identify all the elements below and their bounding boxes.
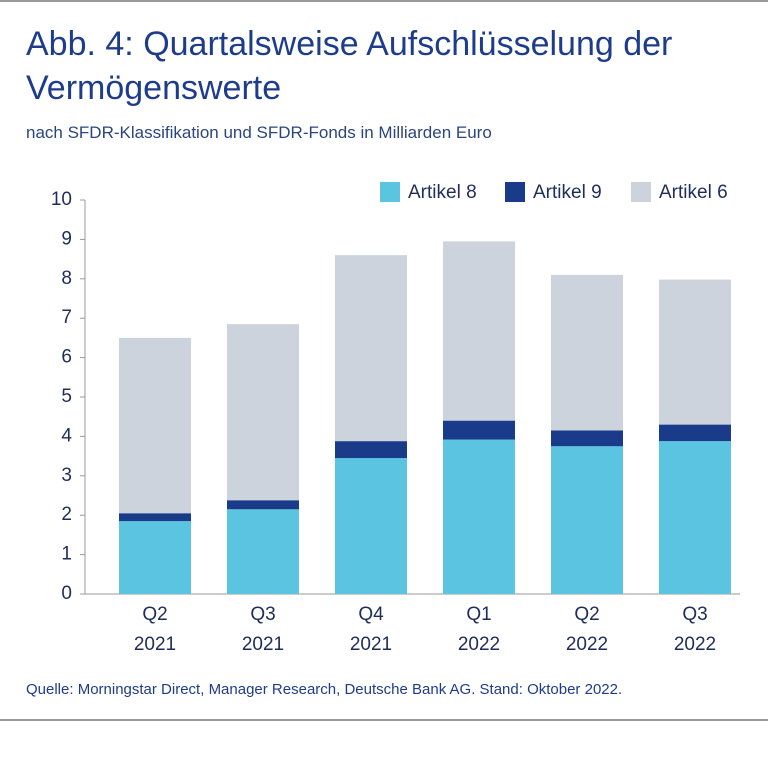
y-tick-label: 4 (61, 425, 72, 446)
x-tick-label: Q4 2021 (349, 604, 393, 655)
y-tick-label: 7 (61, 307, 72, 328)
legend-label: Artikel 6 (659, 182, 728, 203)
bar-segment (335, 458, 407, 594)
y-tick-label: 0 (61, 583, 72, 604)
bar-segment (227, 324, 299, 501)
bar-segment (119, 337, 191, 514)
bar-segment (443, 420, 515, 440)
x-tick-label: Q2 2021 (133, 604, 177, 655)
legend-swatch (631, 182, 651, 202)
bar-segment (227, 500, 299, 510)
bar-segment (119, 521, 191, 594)
bar-segment (443, 241, 515, 421)
bar-segment (551, 274, 623, 431)
bar-segment (119, 513, 191, 522)
bar-segment (551, 446, 623, 594)
bar-segment (443, 439, 515, 594)
y-tick-label: 3 (61, 465, 72, 486)
legend-label: Artikel 8 (408, 182, 477, 203)
legend-label: Artikel 9 (533, 182, 602, 203)
x-tick-label: Q1 2022 (457, 604, 501, 655)
bar-segment (227, 509, 299, 594)
source-note: Quelle: Morningstar Direct, Manager Rese… (26, 681, 623, 698)
bar-segment (335, 441, 407, 459)
x-tick-label: Q2 2022 (565, 604, 609, 655)
bar-segment (659, 424, 731, 442)
x-tick-label: Q3 2021 (241, 604, 285, 655)
bar-segment (335, 255, 407, 442)
chart-title: Abb. 4: Quartalsweise Aufschlüsselung de… (26, 25, 673, 107)
bar-segment (551, 430, 623, 447)
legend-swatch (380, 182, 400, 202)
y-tick-label: 1 (61, 544, 72, 565)
y-tick-label: 8 (61, 268, 72, 289)
y-tick-label: 5 (61, 386, 72, 407)
x-tick-label: Q3 2022 (673, 604, 717, 655)
legend-swatch (505, 182, 525, 202)
chart-subtitle: nach SFDR-Klassifikation und SFDR-Fonds … (26, 123, 492, 142)
bar-segment (659, 441, 731, 594)
y-tick-label: 9 (61, 228, 72, 249)
y-tick-label: 6 (61, 347, 72, 368)
y-tick-label: 10 (51, 189, 72, 210)
y-tick-label: 2 (61, 504, 72, 525)
bar-segment (659, 279, 731, 425)
